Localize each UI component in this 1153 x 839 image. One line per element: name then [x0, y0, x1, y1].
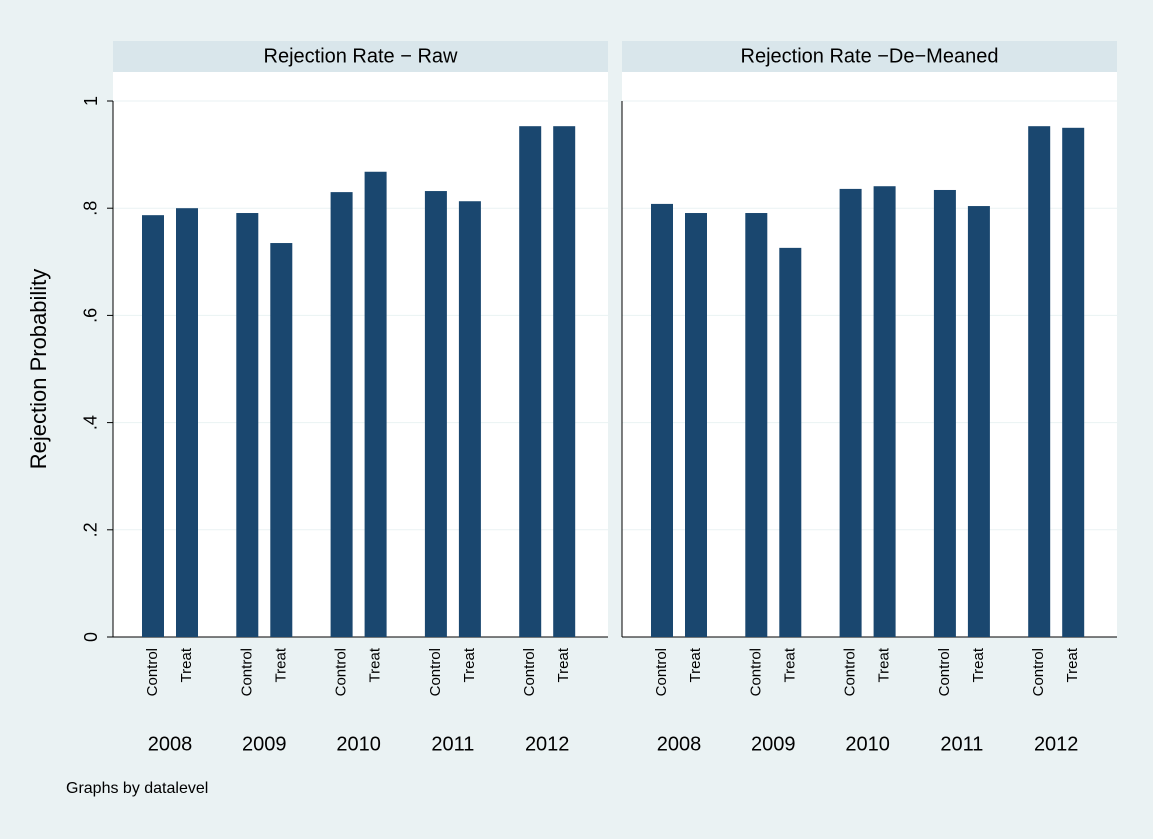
- header-strip: [113, 41, 608, 72]
- bar: [553, 126, 576, 637]
- x-group-label: 2011: [431, 733, 474, 755]
- bar-label: Control: [333, 648, 350, 696]
- y-axis-title: Rejection Probability: [26, 269, 51, 470]
- panel-title: Rejection Rate − Raw: [264, 45, 459, 67]
- bar-label: Treat: [876, 647, 893, 682]
- x-group-label: 2009: [242, 733, 287, 755]
- bar-label: Treat: [178, 647, 195, 682]
- bar: [839, 188, 862, 638]
- bar: [364, 171, 387, 637]
- bar-label: Control: [653, 648, 670, 696]
- bar-label: Control: [842, 648, 859, 696]
- bar: [458, 201, 481, 637]
- bar: [142, 215, 164, 637]
- y-tick-label: .6: [81, 308, 101, 323]
- bar-label: Control: [747, 648, 764, 696]
- bar-label: Treat: [555, 647, 572, 682]
- bar: [1028, 126, 1051, 637]
- y-tick-label: 1: [81, 96, 101, 106]
- x-group-label: 2012: [525, 733, 570, 755]
- bar-label: Control: [144, 648, 161, 696]
- bar: [176, 208, 198, 637]
- bar-label: Treat: [272, 647, 289, 682]
- bar-label: Control: [238, 648, 255, 696]
- bar: [424, 191, 447, 637]
- bar: [685, 213, 707, 638]
- bar: [933, 189, 956, 637]
- bar: [270, 243, 293, 638]
- bar-label: Control: [521, 648, 538, 696]
- x-group-label: 2008: [148, 733, 193, 755]
- y-tick-label: 0: [81, 632, 101, 642]
- bar-label: Treat: [1064, 647, 1081, 682]
- bar-label: Treat: [367, 647, 384, 682]
- bar: [779, 247, 802, 637]
- y-tick-label: .4: [81, 415, 101, 430]
- y-tick-label: .2: [81, 522, 101, 537]
- note: Graphs by datalevel: [66, 780, 208, 797]
- bar: [967, 206, 990, 637]
- x-group-label: 2011: [940, 733, 983, 755]
- x-group-label: 2009: [751, 733, 796, 755]
- bar: [519, 126, 542, 637]
- bar-label: Treat: [970, 647, 987, 682]
- bar: [745, 213, 768, 638]
- x-group-label: 2012: [1034, 733, 1079, 755]
- x-group-label: 2008: [657, 733, 702, 755]
- x-group-label: 2010: [845, 733, 890, 755]
- header-strip: [622, 41, 1117, 72]
- bar: [1062, 127, 1085, 638]
- bar-label: Control: [427, 648, 444, 696]
- panel-title: Rejection Rate −De−Meaned: [741, 45, 999, 67]
- bar-label: Treat: [781, 647, 798, 682]
- x-group-label: 2010: [336, 733, 381, 755]
- y-tick-label: .8: [81, 201, 101, 216]
- bar-label: Control: [1030, 648, 1047, 696]
- bar: [873, 186, 896, 637]
- bar-label: Treat: [461, 647, 478, 682]
- bar: [330, 192, 353, 637]
- bar-label: Treat: [687, 647, 704, 682]
- bar: [236, 213, 259, 638]
- bar-label: Control: [936, 648, 953, 696]
- bar: [651, 203, 673, 638]
